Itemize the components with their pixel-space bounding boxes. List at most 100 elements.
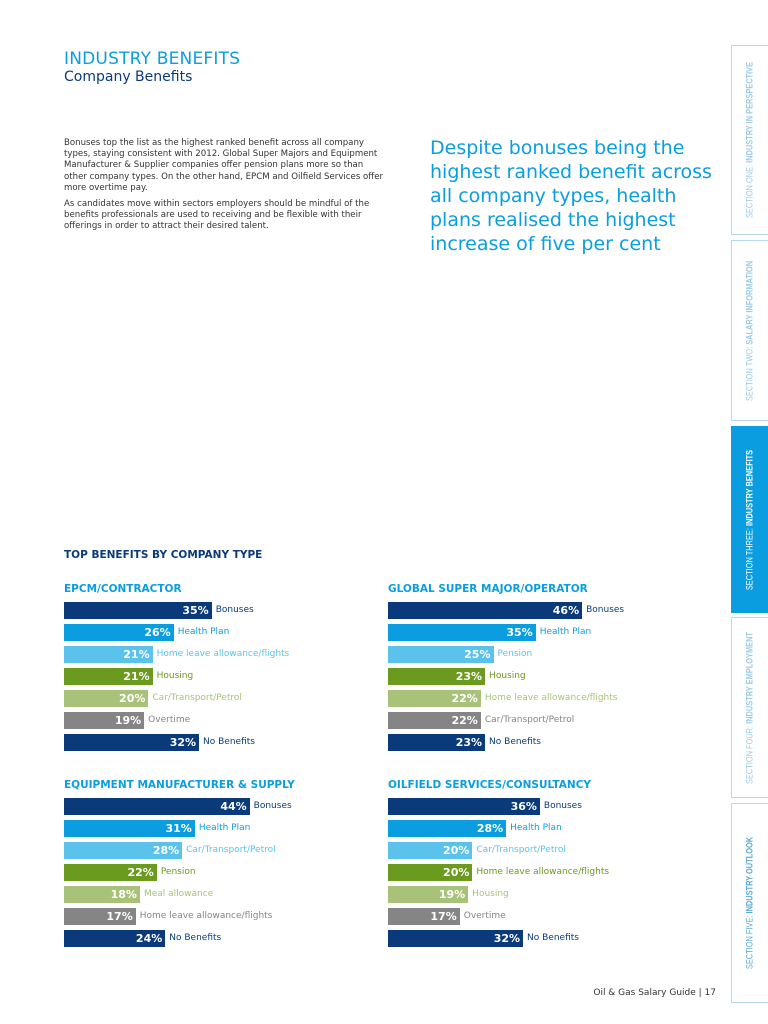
bar-label: Health Plan: [539, 627, 592, 637]
bar-label: Car/Transport/Petrol: [152, 693, 242, 703]
chart-oilfield-services: OILFIELD SERVICES/CONSULTANCY 36% Bonuses 2…: [388, 779, 708, 949]
tab-prefix: SECTION FOUR:: [744, 723, 756, 784]
bar: 36%: [388, 797, 540, 815]
bar: 20%: [388, 841, 473, 859]
bar-label: Housing: [489, 671, 526, 681]
bar: 18%: [64, 885, 140, 903]
bar-label: Bonuses: [543, 801, 582, 811]
bar: 44%: [64, 797, 250, 815]
bar-label: No Benefits: [203, 737, 255, 747]
tab-prefix: SECTION THREE:: [744, 525, 756, 590]
bar-row: 35% Bonuses: [64, 599, 384, 621]
bar-label: Meal allowance: [143, 889, 214, 899]
tab-label: INDUSTRY BENEFITS: [744, 449, 756, 526]
bar: 35%: [64, 601, 212, 619]
bar-row: 19% Housing: [388, 883, 708, 905]
bar-row: 32% No Benefits: [388, 927, 708, 949]
bar-label: Pension: [160, 867, 196, 877]
tab-section-three[interactable]: SECTION THREE: INDUSTRY BENEFITS: [731, 426, 768, 613]
bar-row: 26% Health Plan: [64, 621, 384, 643]
bar-label: Overtime: [148, 715, 191, 725]
chart-title: OILFIELD SERVICES/CONSULTANCY: [388, 779, 591, 791]
bar: 20%: [388, 863, 473, 881]
tab-section-two[interactable]: SECTION TWO: SALARY INFORMATION: [731, 240, 768, 421]
page-title: INDUSTRY BENEFITS: [64, 49, 241, 69]
bar-row: 28% Car/Transport/Petrol: [64, 839, 384, 861]
tab-prefix: SECTION FIVE:: [744, 913, 756, 970]
bar: 26%: [64, 623, 174, 641]
bar-row: 35% Health Plan: [388, 621, 708, 643]
bar-label: Home leave allowance/flights: [139, 911, 273, 921]
bar: 23%: [388, 733, 486, 751]
bar-label: No Benefits: [489, 737, 541, 747]
page-subtitle: Company Benefits: [64, 69, 193, 85]
bar-row: 24% No Benefits: [64, 927, 384, 949]
bar-row: 20% Car/Transport/Petrol: [64, 687, 384, 709]
bar-row: 21% Housing: [64, 665, 384, 687]
tab-label: INDUSTRY EMPLOYMENT: [744, 631, 756, 724]
tab-section-four[interactable]: SECTION FOUR: INDUSTRY EMPLOYMENT: [731, 617, 768, 798]
bar-label: Car/Transport/Petrol: [186, 845, 276, 855]
tab-section-five[interactable]: SECTION FIVE: INDUSTRY OUTLOOK: [731, 803, 768, 1003]
bar: 24%: [64, 929, 166, 947]
bar: 28%: [388, 819, 507, 837]
bar-row: 20% Car/Transport/Petrol: [388, 839, 708, 861]
chart-epcm: EPCM/CONTRACTOR 35% Bonuses 26% Health Plan 2…: [64, 583, 384, 753]
bar-label: No Benefits: [527, 933, 579, 943]
section-title: TOP BENEFITS BY COMPANY TYPE: [64, 549, 263, 561]
bar-label: No Benefits: [169, 933, 222, 943]
bar-label: Car/Transport/Petrol: [484, 715, 575, 725]
bar: 17%: [64, 907, 136, 925]
bar-label: Car/Transport/Petrol: [476, 845, 566, 855]
chart-global-super-major: GLOBAL SUPER MAJOR/OPERATOR 46% Bonuses 35%…: [388, 583, 708, 753]
bar: 22%: [388, 711, 481, 729]
bar-row: 46% Bonuses: [388, 599, 708, 621]
bar-label: Overtime: [463, 911, 506, 921]
bar-label: Housing: [156, 671, 194, 681]
bar-row: 23% Housing: [388, 665, 708, 687]
paragraph: As candidates move within sectors employ…: [64, 199, 370, 232]
bar-label: Health Plan: [510, 823, 562, 833]
bar: 19%: [388, 885, 469, 903]
bar-row: 21% Home leave allowance/flights: [64, 643, 384, 665]
tab-prefix: SECTION TWO:: [744, 344, 756, 401]
bar: 21%: [64, 667, 153, 685]
bar-row: 25% Pension: [388, 643, 708, 665]
tab-section-one[interactable]: SECTION ONE: INDUSTRY IN PERSPECTIVE: [731, 45, 768, 235]
paragraph: Bonuses top the list as the highest rank…: [64, 138, 384, 193]
bar-label: Home leave allowance/flights: [156, 649, 290, 659]
tab-prefix: SECTION ONE:: [744, 162, 756, 219]
bar: 35%: [388, 623, 536, 641]
tab-label: SALARY INFORMATION: [744, 260, 756, 345]
bar-row: 31% Health Plan: [64, 817, 384, 839]
bar-row: 20% Home leave allowance/flights: [388, 861, 708, 883]
tab-text: SECTION FIVE: INDUSTRY OUTLOOK: [745, 837, 756, 969]
pull-quote: Despite bonuses being the highest ranked…: [430, 137, 712, 255]
tab-label: INDUSTRY OUTLOOK: [744, 836, 756, 914]
tab-text: SECTION ONE: INDUSTRY IN PERSPECTIVE: [745, 62, 756, 218]
bar: 32%: [388, 929, 524, 947]
bar: 19%: [64, 711, 145, 729]
bar-label: Bonuses: [215, 605, 254, 615]
bar-label: Housing: [472, 889, 509, 899]
bar-row: 17% Home leave allowance/flights: [64, 905, 384, 927]
bar: 25%: [388, 645, 494, 663]
bar-row: 36% Bonuses: [388, 795, 708, 817]
bar-row: 18% Meal allowance: [64, 883, 384, 905]
bar-row: 32% No Benefits: [64, 731, 384, 753]
bar-label: Health Plan: [177, 627, 230, 637]
bar: 31%: [64, 819, 195, 837]
tab-text: SECTION THREE: INDUSTRY BENEFITS: [745, 449, 756, 589]
tab-text: SECTION TWO: SALARY INFORMATION: [745, 260, 756, 400]
bar-row: 28% Health Plan: [388, 817, 708, 839]
bar: 22%: [64, 863, 157, 881]
bar-label: Health Plan: [198, 823, 251, 833]
page-footer: Oil & Gas Salary Guide | 17: [593, 988, 716, 998]
bar: 22%: [388, 689, 481, 707]
bar-row: 22% Home leave allowance/flights: [388, 687, 708, 709]
bar: 23%: [388, 667, 486, 685]
body-text: Bonuses top the list as the highest rank…: [64, 138, 384, 238]
chart-title: GLOBAL SUPER MAJOR/OPERATOR: [388, 583, 588, 595]
bar-label: Pension: [497, 649, 533, 659]
